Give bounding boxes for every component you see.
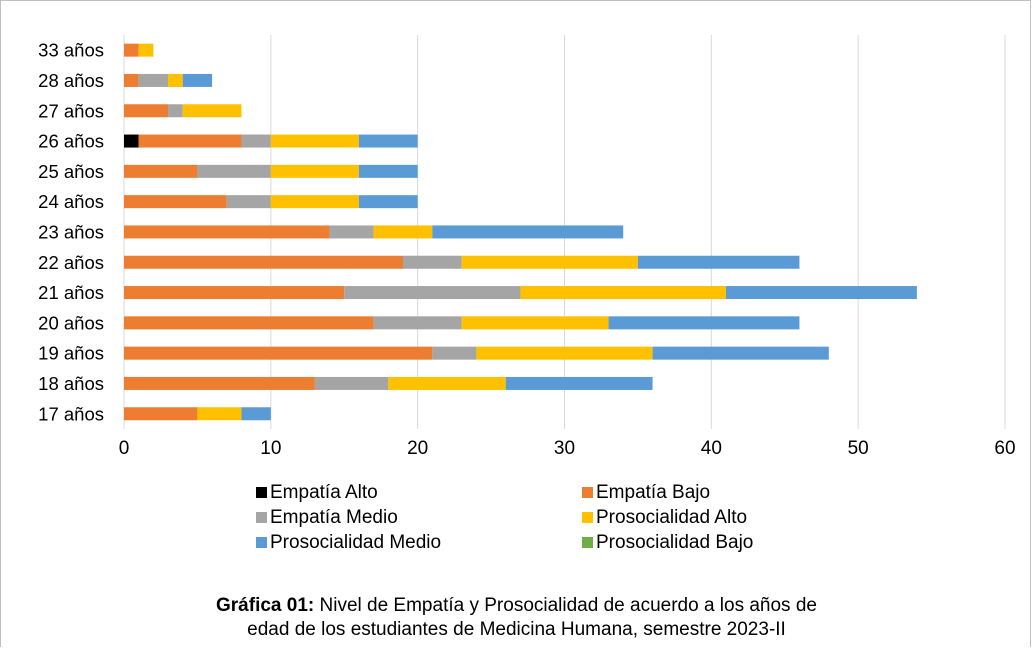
bar-segment [226,195,271,209]
legend: Empatía Alto Empatía Bajo Empatía Medio Pro… [256,482,753,553]
x-tick-label: 50 [848,438,869,459]
bar-segment [124,164,198,178]
legend-label: Prosocialidad Bajo [596,532,753,553]
legend-label: Empatía Alto [270,482,378,503]
bar-segment [402,255,462,269]
bar-segment [168,104,183,118]
bar-segment [373,225,433,239]
bar-segment [182,104,242,118]
category-label: 18 años [38,373,104,394]
category-label: 23 años [38,221,104,242]
bar-segment [138,43,154,57]
category-label: 19 años [38,343,104,364]
bar-segment [197,164,271,178]
bar-segment [124,225,330,239]
x-tick-label: 20 [407,438,428,459]
legend-swatch [256,537,267,548]
bar-segment [358,134,418,148]
x-tick-label: 30 [554,438,575,459]
legend-label: Prosocialidad Medio [270,532,441,553]
bar-segment [124,255,403,269]
bar-segment [270,164,359,178]
bar-segment [608,316,800,330]
bar-segment [124,134,139,148]
bar-segment [388,376,506,390]
bar-segment [270,134,359,148]
legend-swatch [582,512,593,523]
bar-segment [344,286,521,300]
category-label: 21 años [38,282,104,303]
caption-label: Gráfica 01: [216,595,315,616]
bar-segment [138,134,242,148]
bar-segment [168,73,183,87]
legend-label: Empatía Medio [270,507,398,528]
bar-segment [520,286,727,300]
bar-segment [432,225,624,239]
bar-segment [358,164,418,178]
x-tick-label: 60 [994,438,1015,459]
bar-segment [314,376,389,390]
bar-segment [726,286,917,300]
caption-line-2: edad de los estudiantes de Medicina Huma… [247,619,786,640]
bar-segment [138,73,169,87]
bar-segment [241,134,271,148]
figure-caption: Gráfica 01: Nivel de Empatía y Prosocial… [0,594,1033,642]
bar-segment [373,316,462,330]
legend-swatch [256,487,267,498]
x-tick-label: 40 [701,438,722,459]
category-label: 33 años [38,40,104,61]
caption-line-1: Gráfica 01: Nivel de Empatía y Prosocial… [0,594,1033,618]
legend-swatch [582,487,593,498]
category-label: 28 años [38,70,104,91]
category-label: 24 años [38,191,104,212]
bar-segment [182,73,213,87]
bars [124,43,917,421]
bar-segment [124,346,433,360]
x-tick-label: 0 [119,438,130,459]
x-tick-label: 10 [260,438,281,459]
legend-swatch [256,512,267,523]
legend-label: Empatía Bajo [596,482,710,503]
bar-segment [637,255,800,269]
bar-segment [124,286,345,300]
category-label: 25 años [38,161,104,182]
bar-segment [476,346,653,360]
bar-segment [358,195,418,209]
stacked-bar-chart: 33 años 28 años 27 años 26 años 25 años 24 añ… [38,35,1016,553]
category-label: 20 años [38,312,104,333]
category-label: 26 años [38,131,104,152]
legend-swatch [582,537,593,548]
bar-segment [329,225,374,239]
bar-segment [505,376,653,390]
category-label: 22 años [38,252,104,273]
bar-segment [124,316,374,330]
x-tick-labels: 0 10 20 30 40 50 60 [119,438,1016,459]
bar-segment [124,376,315,390]
caption-text-1: Nivel de Empatía y Prosocialidad de acue… [314,595,817,616]
bar-segment [461,255,638,269]
legend-label: Prosocialidad Alto [596,507,747,528]
bar-segment [461,316,609,330]
bar-segment [652,346,829,360]
category-labels: 33 años 28 años 27 años 26 años 25 años 24 añ… [38,40,104,425]
bar-segment [124,195,227,209]
bar-segment [241,407,271,421]
bar-segment [124,73,139,87]
bar-segment [270,195,359,209]
category-label: 27 años [38,100,104,121]
bar-segment [124,407,198,421]
bar-segment [197,407,242,421]
bar-segment [124,43,139,57]
category-label: 17 años [38,403,104,424]
bar-segment [432,346,477,360]
bar-segment [124,104,169,118]
